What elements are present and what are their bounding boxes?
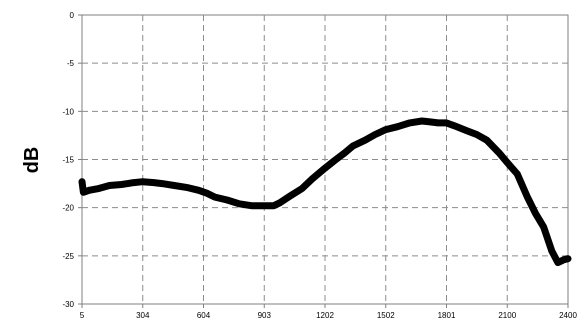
x-tick-label: 2400: [559, 311, 577, 320]
x-tick-label: 2100: [498, 311, 516, 320]
y-tick-label: -20: [62, 204, 74, 213]
x-tick-label: 604: [197, 311, 211, 320]
x-axis-ticks: 5 304 604 903 1202 1502 1801 2100 2400: [80, 304, 577, 320]
y-tick-label: -30: [62, 300, 74, 309]
series-line: [78, 117, 572, 267]
y-tick-label: -5: [67, 59, 75, 68]
y-axis-label: dB: [21, 147, 43, 174]
y-tick-label: -10: [62, 107, 74, 116]
x-tick-label: 304: [136, 311, 150, 320]
x-tick-label: 5: [80, 311, 85, 320]
x-tick-label: 903: [258, 311, 272, 320]
y-tick-label: 0: [70, 11, 75, 20]
y-axis-ticks: 0 -5 -10 -15 -20 -25 -30: [62, 11, 82, 309]
x-tick-label: 1502: [377, 311, 395, 320]
y-tick-label: -15: [62, 156, 74, 165]
x-tick-label: 1202: [316, 311, 334, 320]
y-tick-label: -25: [62, 252, 74, 261]
x-tick-label: 1801: [438, 311, 456, 320]
